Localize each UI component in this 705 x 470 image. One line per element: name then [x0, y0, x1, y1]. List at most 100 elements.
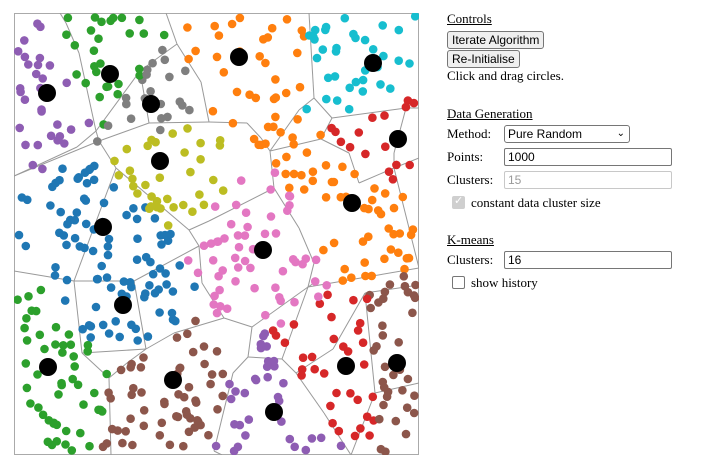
data-point — [110, 156, 119, 166]
centroid-handle[interactable] — [38, 84, 56, 102]
data-point — [263, 33, 273, 42]
data-point — [379, 383, 389, 392]
data-point — [118, 438, 127, 448]
data-point — [155, 431, 165, 440]
data-point — [231, 277, 240, 286]
kmeans-clusters-input[interactable]: 16 — [504, 250, 672, 269]
data-point — [276, 319, 286, 328]
data-point — [54, 390, 63, 399]
data-point — [63, 219, 72, 229]
data-point — [319, 245, 328, 255]
data-point — [179, 392, 189, 402]
re-initialise-button[interactable]: Re-Initialise — [447, 50, 520, 68]
data-point — [133, 336, 142, 345]
data-point — [391, 416, 401, 426]
method-label: Method: — [447, 125, 492, 141]
data-point — [227, 19, 237, 29]
data-point — [35, 330, 45, 340]
voronoi-edge — [364, 292, 376, 394]
data-point — [338, 276, 348, 285]
centroid-handle[interactable] — [364, 54, 382, 72]
data-point — [59, 341, 68, 350]
data-point — [102, 273, 112, 282]
centroid-handle[interactable] — [94, 218, 112, 236]
centroid-handle[interactable] — [39, 358, 57, 376]
data-point — [14, 230, 24, 240]
data-point — [147, 192, 156, 201]
data-point — [66, 340, 76, 350]
data-point — [45, 61, 55, 70]
data-point — [199, 342, 209, 351]
voronoi-edge — [208, 121, 248, 124]
data-point — [260, 329, 270, 338]
data-point — [250, 283, 259, 293]
centroid-handle[interactable] — [388, 354, 406, 372]
data-point — [102, 439, 112, 448]
data-point — [218, 186, 228, 195]
kmeans-plot[interactable] — [14, 13, 419, 455]
data-point — [307, 352, 317, 362]
data-point — [208, 106, 218, 116]
centroid-handle[interactable] — [151, 152, 169, 170]
data-point — [240, 388, 250, 398]
centroids[interactable] — [38, 48, 407, 421]
data-points — [14, 13, 419, 455]
voronoi-edge — [332, 292, 366, 350]
centroid-handle[interactable] — [142, 95, 160, 113]
data-point — [328, 418, 337, 428]
show-history-checkbox[interactable] — [452, 276, 465, 289]
data-point — [359, 360, 369, 369]
centroid-handle[interactable] — [101, 65, 119, 83]
iterate-algorithm-button[interactable]: Iterate Algorithm — [447, 31, 545, 49]
data-point — [279, 378, 288, 388]
centroid-handle[interactable] — [337, 357, 355, 375]
data-point — [146, 202, 156, 211]
data-point — [353, 395, 363, 405]
points-input[interactable]: 1000 — [504, 147, 672, 166]
centroid-handle[interactable] — [389, 130, 407, 148]
points-row: Points: 1000 — [447, 145, 697, 168]
data-point — [27, 306, 36, 316]
data-point — [385, 280, 395, 289]
data-point — [361, 149, 370, 159]
data-point — [386, 245, 396, 254]
centroid-handle[interactable] — [164, 371, 182, 389]
data-point — [244, 415, 254, 424]
centroid-handle[interactable] — [230, 48, 248, 66]
centroid-handle[interactable] — [254, 241, 272, 259]
data-point — [111, 317, 120, 326]
data-point — [150, 288, 160, 298]
data-point — [60, 296, 70, 305]
data-point — [22, 314, 31, 323]
data-point — [193, 268, 203, 278]
data-point — [104, 329, 114, 338]
data-point — [285, 183, 294, 193]
data-point — [280, 338, 290, 348]
data-point — [99, 198, 109, 208]
data-point — [46, 131, 56, 141]
data-point — [266, 212, 276, 221]
data-point — [37, 105, 46, 114]
data-point — [293, 115, 302, 124]
data-point — [33, 60, 43, 70]
data-point — [186, 414, 195, 423]
data-point — [240, 256, 250, 266]
data-point — [355, 318, 365, 328]
data-point — [116, 365, 126, 375]
show-history-label: show history — [471, 274, 538, 290]
centroid-handle[interactable] — [343, 194, 361, 212]
data-point — [271, 229, 281, 238]
centroid-handle[interactable] — [114, 296, 132, 314]
data-point — [410, 391, 419, 401]
data-point — [129, 383, 138, 393]
data-point — [212, 308, 222, 318]
data-point — [298, 353, 308, 363]
centroid-handle[interactable] — [265, 403, 283, 421]
method-select[interactable]: Pure Random ⌄ — [504, 124, 630, 143]
data-point — [84, 118, 94, 128]
data-point — [213, 405, 222, 414]
data-point — [373, 206, 383, 215]
data-point — [150, 214, 160, 223]
data-point — [121, 427, 130, 436]
data-point — [89, 46, 99, 55]
